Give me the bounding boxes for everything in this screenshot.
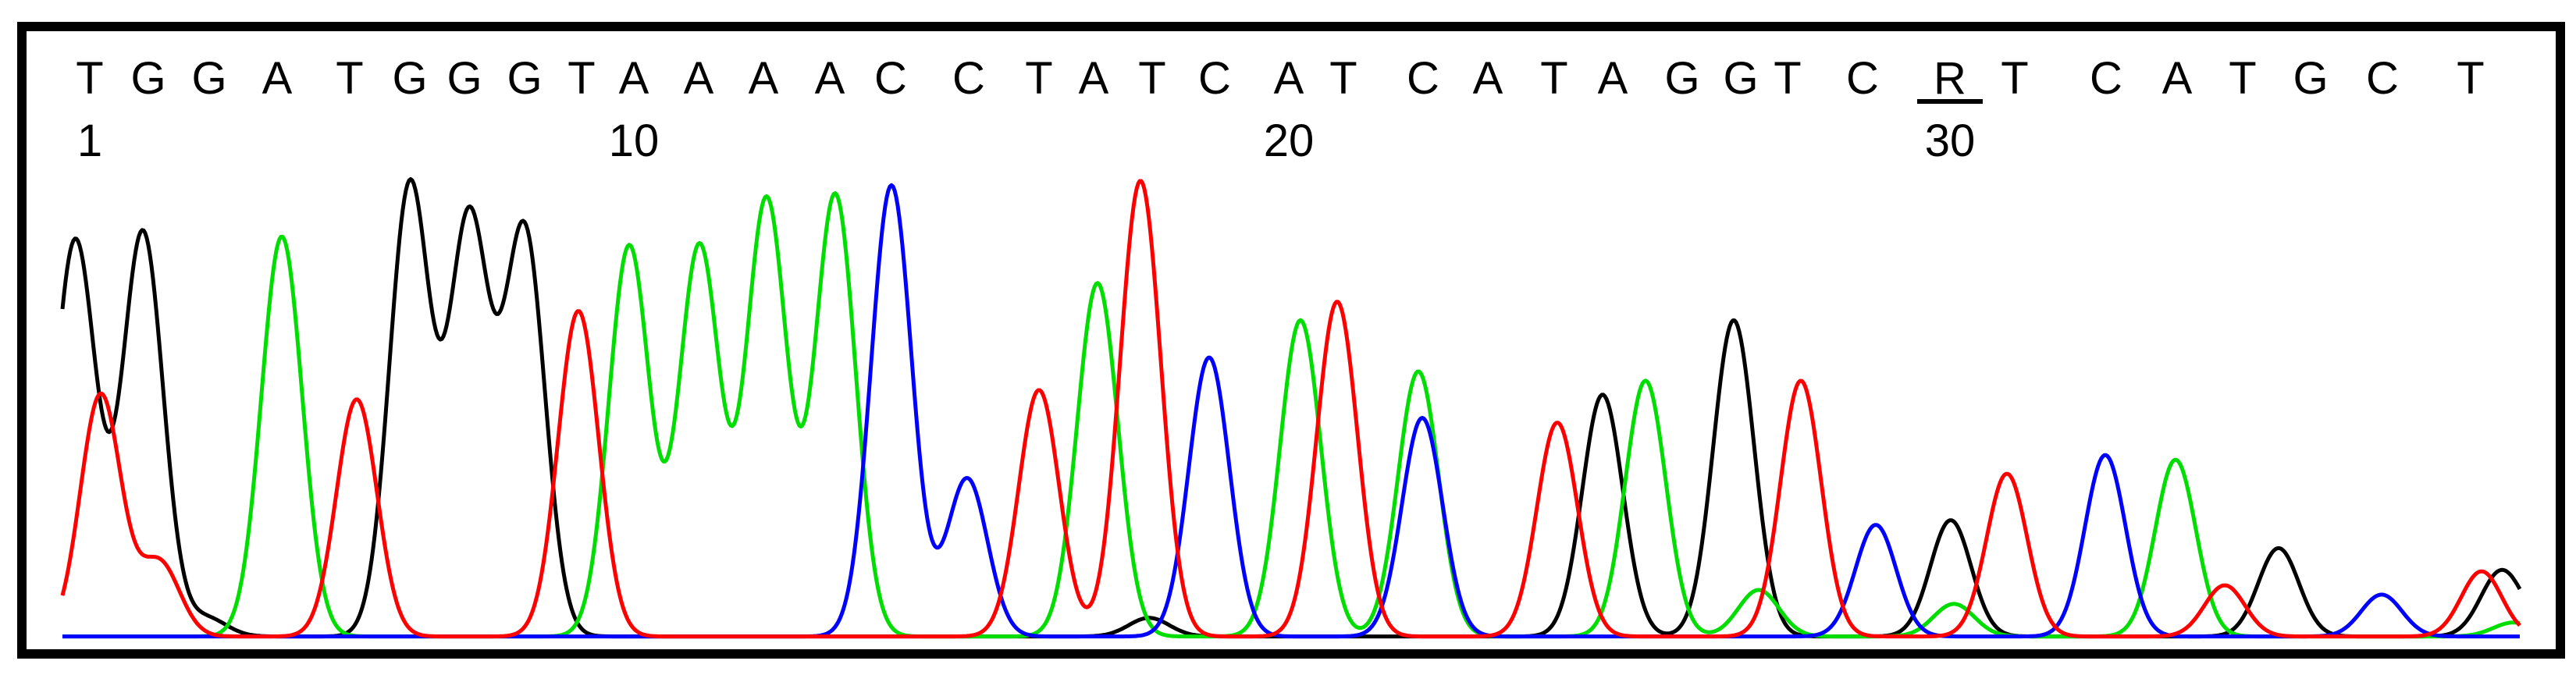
base-call: T <box>2229 53 2256 104</box>
base-call: T <box>1540 53 1567 104</box>
position-label: 30 <box>1925 115 1976 166</box>
base-call: A <box>815 53 845 104</box>
position-label: 20 <box>1264 115 1315 166</box>
position-label: 1 <box>77 115 102 166</box>
base-call: T <box>1329 53 1357 104</box>
base-call: G <box>1723 53 1758 104</box>
base-call: C <box>874 53 907 104</box>
base-call: G <box>130 53 165 104</box>
base-call: T <box>2457 53 2484 104</box>
base-call: A <box>684 53 714 104</box>
base-call: T <box>76 53 103 104</box>
base-call: A <box>749 53 779 104</box>
base-call: T <box>1138 53 1165 104</box>
base-call: G <box>1664 53 1699 104</box>
position-label-row: 1 10 20 30 <box>77 115 1975 166</box>
trace-group <box>60 177 2522 639</box>
trace-line-1 <box>62 191 2521 639</box>
trace-line-2 <box>62 183 2521 639</box>
base-call: C <box>2366 53 2399 104</box>
base-call: T <box>568 53 595 104</box>
base-call: A <box>1473 53 1503 104</box>
trace-line-0 <box>60 177 2522 639</box>
base-call: R <box>1934 53 1966 104</box>
position-label: 10 <box>609 115 660 166</box>
base-call: T <box>336 53 363 104</box>
base-call: G <box>2293 53 2328 104</box>
base-call: A <box>1274 53 1304 104</box>
base-call: A <box>262 53 293 104</box>
base-call: A <box>2162 53 2193 104</box>
base-call: C <box>2090 53 2122 104</box>
base-call: C <box>1198 53 1231 104</box>
base-call: C <box>952 53 985 104</box>
base-call: T <box>1774 53 1801 104</box>
base-call: C <box>1407 53 1439 104</box>
base-call: G <box>191 53 226 104</box>
base-call: G <box>447 53 482 104</box>
base-call: G <box>507 53 542 104</box>
base-call: T <box>2001 53 2028 104</box>
base-call: C <box>1846 53 1879 104</box>
base-call: A <box>1598 53 1628 104</box>
base-call: T <box>1025 53 1052 104</box>
trace-line-3 <box>60 179 2521 639</box>
base-call: G <box>392 53 427 104</box>
base-call: A <box>1079 53 1109 104</box>
base-call: A <box>619 53 649 104</box>
